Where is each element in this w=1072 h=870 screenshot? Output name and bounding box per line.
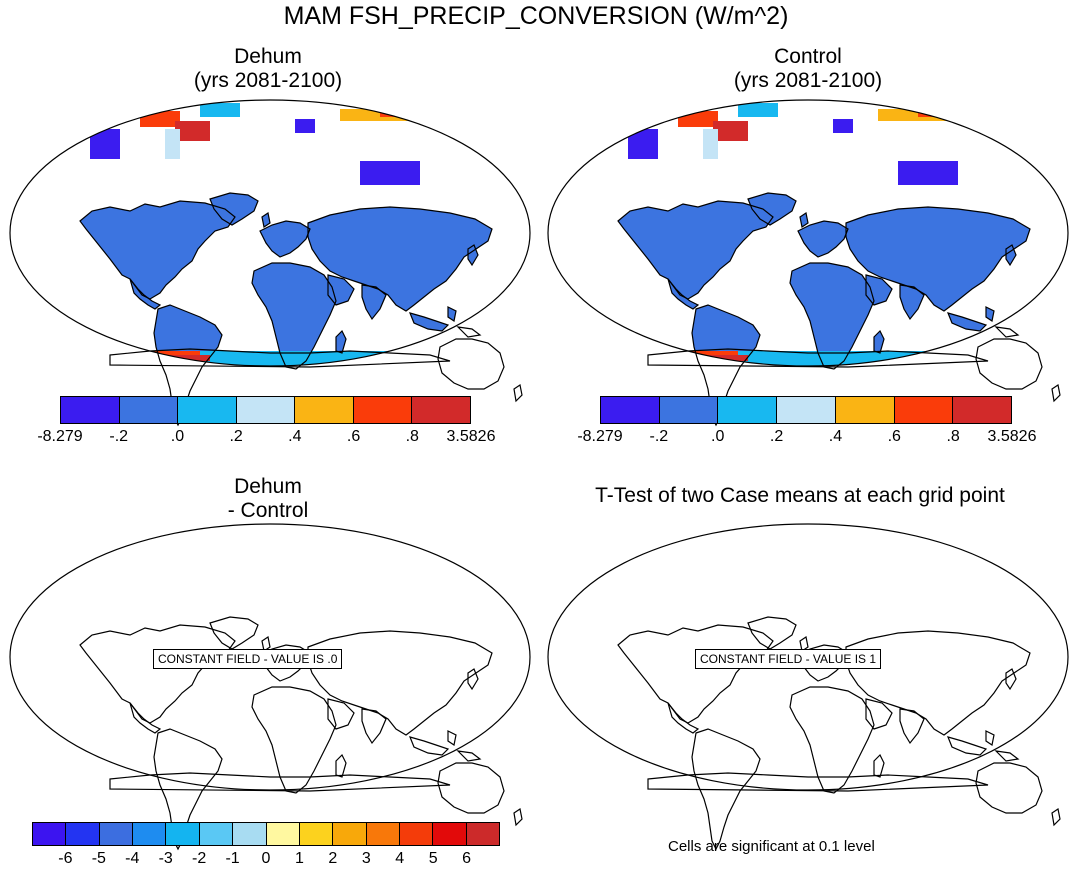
panel3-title: Dehum - Control bbox=[168, 475, 368, 523]
colorbar-tick-label: -.2 bbox=[649, 428, 669, 445]
colorbar-tick-label: .8 bbox=[405, 428, 419, 445]
colorbar-swatch bbox=[133, 823, 167, 845]
colorbar-control-ticks: -8.279 -.2 .0 .2 .4 .6 .8 3.5826 bbox=[577, 428, 1036, 448]
ttest-constant-label: CONSTANT FIELD - VALUE IS 1 bbox=[695, 649, 882, 669]
colorbar-tick-label: -6 bbox=[58, 850, 73, 867]
colorbar-swatch bbox=[466, 823, 500, 845]
colorbar-tick-label: .0 bbox=[711, 428, 725, 445]
colorbar-swatch bbox=[61, 397, 120, 423]
colorbar-tick-label: -8.279 bbox=[37, 428, 83, 445]
panel4-title: T-Test of two Case means at each grid po… bbox=[540, 484, 1060, 508]
colorbar-tick-label: .8 bbox=[946, 428, 960, 445]
colorbar-tick-label: 5 bbox=[428, 850, 438, 867]
colorbar-tick-label: 3 bbox=[361, 850, 371, 867]
colorbar-swatch bbox=[894, 397, 954, 423]
colorbar-swatch bbox=[233, 823, 267, 845]
colorbar-tick-label: -8.279 bbox=[577, 428, 623, 445]
panel2-title: Control (yrs 2081-2100) bbox=[708, 45, 908, 93]
colorbar-control bbox=[600, 396, 1012, 424]
map-panel-control bbox=[547, 99, 1069, 426]
colorbar-dehum-ticks: -8.279 -.2 .0 .2 .4 .6 .8 3.5826 bbox=[37, 428, 495, 448]
colorbar-difference bbox=[32, 822, 500, 846]
colorbar-tick-label: -3 bbox=[158, 850, 173, 867]
colorbar-swatch bbox=[166, 823, 200, 845]
colorbar-swatch bbox=[266, 823, 300, 845]
colorbar-swatch bbox=[299, 823, 334, 845]
colorbar-swatch bbox=[33, 823, 67, 845]
panel2-title-line2: (yrs 2081-2100) bbox=[733, 69, 883, 92]
colorbar-swatch bbox=[718, 397, 778, 423]
colorbar-swatch bbox=[66, 823, 100, 845]
colorbar-tick-label: -.2 bbox=[109, 428, 129, 445]
colorbar-swatch bbox=[295, 397, 354, 423]
colorbar-tick-label: .6 bbox=[346, 428, 361, 445]
colorbar-tick-label: 4 bbox=[395, 850, 405, 867]
colorbar-swatch bbox=[333, 823, 367, 845]
colorbar-swatch bbox=[366, 823, 400, 845]
colorbar-tick-label: -2 bbox=[192, 850, 207, 867]
panel1-title-line2: (yrs 2081-2100) bbox=[193, 69, 343, 92]
panel3-title-line1: Dehum bbox=[234, 475, 302, 498]
colorbar-swatch bbox=[236, 397, 296, 423]
colorbar-tick-label: 0 bbox=[261, 850, 271, 867]
significance-note: Cells are significant at 0.1 level bbox=[668, 838, 875, 855]
panel1-title-line1: Dehum bbox=[234, 45, 302, 68]
map-panel-ttest bbox=[547, 523, 1069, 850]
map-panel-difference bbox=[9, 523, 531, 850]
difference-constant-label: CONSTANT FIELD - VALUE IS .0 bbox=[153, 649, 343, 669]
colorbar-swatch bbox=[399, 823, 434, 845]
colorbar-tick-label: -1 bbox=[225, 850, 240, 867]
colorbar-swatch bbox=[99, 823, 134, 845]
map-panel-dehum bbox=[9, 99, 531, 426]
colorbar-swatch bbox=[119, 397, 179, 423]
colorbar-tick-label: .2 bbox=[769, 428, 784, 445]
colorbar-swatch bbox=[433, 823, 467, 845]
colorbar-tick-label: 2 bbox=[328, 850, 338, 867]
panel4-title-line1: T-Test of two Case means at each grid po… bbox=[595, 484, 1005, 507]
colorbar-swatch bbox=[777, 397, 836, 423]
main-title: MAM FSH_PRECIP_CONVERSION (W/m^2) bbox=[283, 2, 789, 30]
colorbar-swatch bbox=[953, 397, 1012, 423]
panel1-title: Dehum (yrs 2081-2100) bbox=[168, 45, 368, 93]
colorbar-difference-ticks: -6 -5 -4 -3 -2 -1 0 1 2 3 4 5 6 bbox=[32, 850, 500, 870]
colorbar-swatch bbox=[412, 397, 471, 423]
colorbar-tick-label: 6 bbox=[462, 850, 472, 867]
colorbar-swatch bbox=[659, 397, 719, 423]
colorbar-tick-label: 1 bbox=[294, 850, 304, 867]
colorbar-tick-label: .4 bbox=[828, 428, 843, 445]
colorbar-swatch bbox=[835, 397, 895, 423]
panel3-title-line2: - Control bbox=[227, 499, 309, 522]
colorbar-tick-label: .2 bbox=[229, 428, 243, 445]
colorbar-tick-label: .6 bbox=[887, 428, 901, 445]
panel2-title-line1: Control bbox=[774, 45, 842, 68]
colorbar-tick-label: .4 bbox=[288, 428, 302, 445]
colorbar-tick-label: -5 bbox=[91, 850, 106, 867]
colorbar-tick-label: .0 bbox=[170, 428, 185, 445]
colorbar-tick-label: -4 bbox=[125, 850, 140, 867]
colorbar-tick-label: 3.5826 bbox=[987, 428, 1037, 445]
colorbar-swatch bbox=[178, 397, 237, 423]
colorbar-dehum bbox=[60, 396, 471, 424]
colorbar-swatch bbox=[601, 397, 660, 423]
colorbar-swatch bbox=[353, 397, 413, 423]
colorbar-tick-label: 3.5826 bbox=[446, 428, 496, 445]
colorbar-swatch bbox=[199, 823, 234, 845]
